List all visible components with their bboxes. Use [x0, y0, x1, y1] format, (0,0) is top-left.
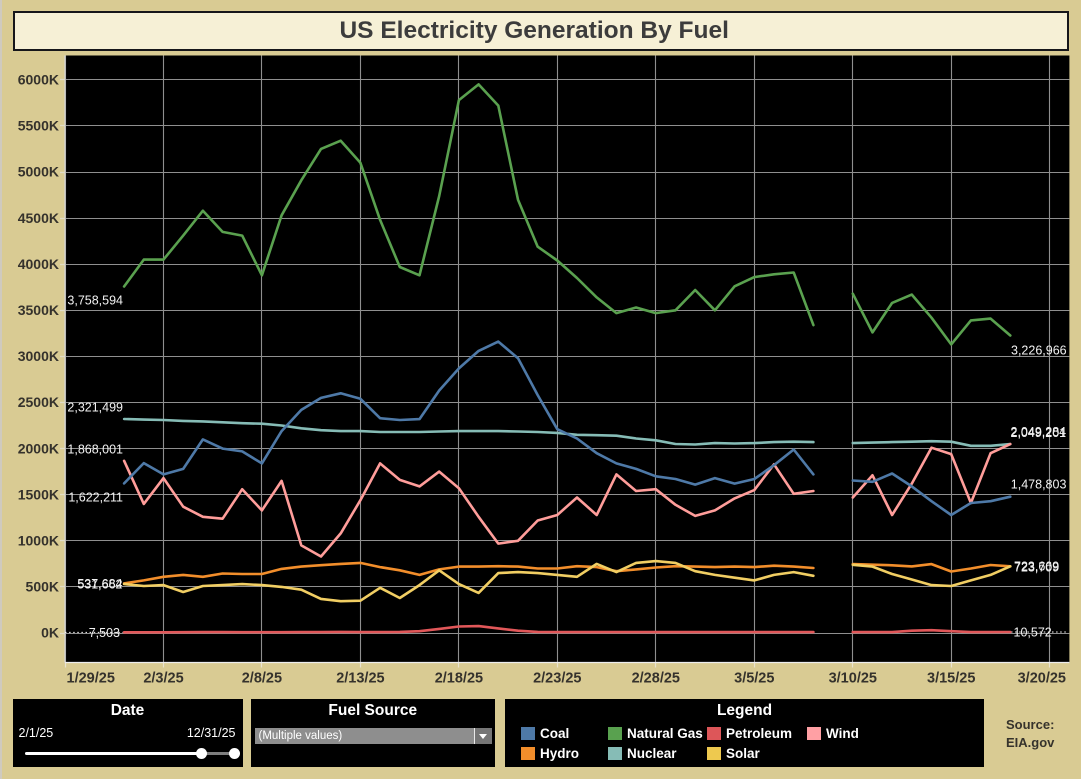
svg-text:2/13/25: 2/13/25 — [336, 671, 384, 687]
svg-text:3000K: 3000K — [18, 348, 59, 364]
svg-text:2/18/25: 2/18/25 — [435, 671, 483, 687]
svg-text:2500K: 2500K — [18, 394, 59, 410]
svg-text:10,572: 10,572 — [1014, 625, 1052, 639]
svg-text:2/28/25: 2/28/25 — [632, 671, 680, 687]
svg-text:3/20/25: 3/20/25 — [1018, 671, 1066, 687]
svg-text:2,049,284: 2,049,284 — [1011, 425, 1067, 439]
svg-text:2,321,499: 2,321,499 — [67, 401, 123, 415]
svg-text:5500K: 5500K — [18, 118, 59, 134]
svg-text:1/29/25: 1/29/25 — [67, 671, 115, 687]
svg-text:4000K: 4000K — [18, 256, 59, 272]
svg-text:3500K: 3500K — [18, 302, 59, 318]
svg-text:1,868,001: 1,868,001 — [67, 443, 123, 457]
svg-text:7,503: 7,503 — [89, 626, 120, 640]
svg-text:1000K: 1000K — [18, 533, 59, 549]
svg-text:537,684: 537,684 — [77, 577, 122, 591]
svg-text:1,622,211: 1,622,211 — [68, 491, 123, 505]
svg-text:3/15/25: 3/15/25 — [927, 671, 975, 687]
svg-text:3,226,966: 3,226,966 — [1011, 344, 1067, 358]
svg-text:3/5/25: 3/5/25 — [734, 671, 774, 687]
svg-text:1,478,803: 1,478,803 — [1011, 478, 1067, 492]
svg-text:531,662: 531,662 — [77, 578, 122, 592]
svg-text:2/3/25: 2/3/25 — [143, 671, 183, 687]
svg-text:6000K: 6000K — [18, 72, 59, 88]
svg-text:4500K: 4500K — [18, 210, 59, 226]
svg-text:2000K: 2000K — [18, 440, 59, 456]
svg-text:500K: 500K — [26, 579, 59, 595]
svg-text:2,049,201: 2,049,201 — [1011, 426, 1067, 440]
svg-text:723,709: 723,709 — [1014, 560, 1059, 574]
svg-text:0K: 0K — [41, 625, 59, 641]
svg-text:723,669: 723,669 — [1014, 560, 1059, 574]
svg-text:2/23/25: 2/23/25 — [533, 671, 581, 687]
svg-text:1500K: 1500K — [18, 486, 59, 502]
svg-text:3/10/25: 3/10/25 — [829, 671, 877, 687]
svg-text:3,758,594: 3,758,594 — [67, 294, 123, 308]
svg-text:2/8/25: 2/8/25 — [242, 671, 282, 687]
svg-text:5000K: 5000K — [18, 164, 59, 180]
